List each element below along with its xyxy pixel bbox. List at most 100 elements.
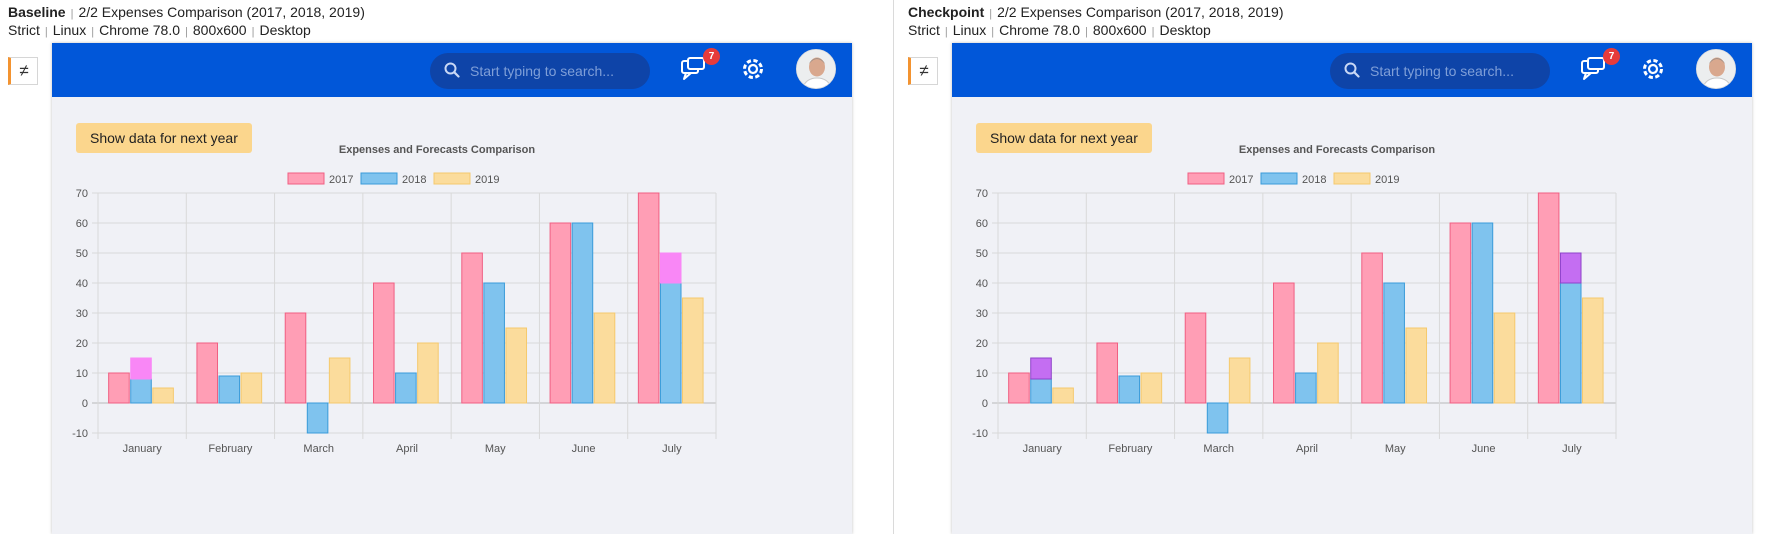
y-tick-label: 0 [82,398,88,410]
bar-2017-February[interactable] [196,342,219,404]
bar-2018-March[interactable] [1206,402,1229,434]
search-placeholder: Start typing to search... [470,63,614,79]
bar-2019-May[interactable] [1405,327,1428,404]
legend-swatch-2019[interactable] [1333,172,1371,185]
bar-2019-January[interactable] [152,387,174,404]
bar-2017-May[interactable] [461,252,483,404]
x-tick-label: July [662,443,682,455]
bar-2019-April[interactable] [417,342,439,404]
bar-2017-July[interactable] [637,192,660,404]
bar-2019-June[interactable] [1493,312,1516,404]
bar-2017-April[interactable] [1273,282,1295,404]
y-tick-label: 30 [76,308,88,320]
user-avatar[interactable] [1696,49,1736,89]
search-input[interactable]: Start typing to search... [1330,53,1550,89]
legend-label-2017[interactable]: 2017 [329,174,353,186]
bar-2019-May[interactable] [505,327,528,404]
bar-2018-June[interactable] [571,222,594,404]
legend-swatch-2018[interactable] [360,172,398,185]
y-tick-label: 40 [76,278,88,290]
bar-2018-February[interactable] [1118,375,1141,404]
pane-divider [893,0,894,534]
show-next-year-button[interactable]: Show data for next year [976,123,1152,153]
legend-swatch-2018[interactable] [1260,172,1298,185]
checkpoint-pane: Checkpoint | 2/2 Expenses Comparison (2017… [900,0,1774,534]
env-device: Desktop [259,22,311,38]
bar-2017-May[interactable] [1361,252,1383,404]
settings-gear-icon[interactable] [740,56,766,82]
bar-2017-March[interactable] [1184,312,1207,404]
search-icon [1344,62,1360,78]
bar-2018-May[interactable] [1383,282,1405,404]
show-next-year-button[interactable]: Show data for next year [76,123,252,153]
legend-swatch-2017[interactable] [287,172,325,185]
messages-icon[interactable] [1580,56,1606,82]
bar-2018-January[interactable] [1030,378,1052,404]
x-tick-label: June [1472,443,1496,455]
y-tick-label: -10 [972,428,988,440]
y-tick-label: 60 [76,218,88,230]
bar-2019-February[interactable] [240,372,263,404]
settings-gear-icon[interactable] [1640,56,1666,82]
legend-label-2017[interactable]: 2017 [1229,174,1253,186]
legend-swatch-2019[interactable] [433,172,471,185]
bar-2017-January[interactable] [1008,372,1030,404]
bar-2018-July[interactable] [659,282,682,404]
bar-2018-July[interactable] [1559,282,1582,404]
bar-2019-July[interactable] [1582,297,1604,404]
user-avatar[interactable] [796,49,836,89]
y-tick-label: 20 [976,338,988,350]
bar-2018-May[interactable] [483,282,505,404]
legend-label-2018[interactable]: 2018 [402,174,426,186]
env-mode: Strict [8,22,40,38]
bar-2019-January[interactable] [1052,387,1074,404]
messages-icon[interactable] [680,56,706,82]
x-tick-label: January [1023,443,1063,455]
pane-heading: Checkpoint [908,4,985,20]
bar-2017-February[interactable] [1096,342,1119,404]
env-viewport: 800x600 [1092,22,1147,38]
x-tick-label: March [303,443,334,455]
y-tick-label: -10 [72,428,88,440]
bar-2019-July[interactable] [682,297,704,404]
pane-meta: Checkpoint | 2/2 Expenses Comparison (2017… [908,4,1284,38]
y-tick-label: 70 [976,188,988,200]
bar-2018-March[interactable] [306,402,329,434]
bar-2017-April[interactable] [373,282,395,404]
y-tick-label: 50 [76,248,88,260]
bar-2017-March[interactable] [284,312,307,404]
top-navbar: Start typing to search... 7 [52,43,852,97]
chart-title: Expenses and Forecasts Comparison [339,144,536,156]
search-icon [444,62,460,78]
y-tick-label: 30 [976,308,988,320]
bar-2017-June[interactable] [1449,222,1472,404]
pane-meta: Baseline | 2/2 Expenses Comparison (2017, … [8,4,365,38]
legend-label-2019[interactable]: 2019 [1375,174,1399,186]
bar-2019-March[interactable] [328,357,351,404]
legend-swatch-2017[interactable] [1187,172,1225,185]
env-mode: Strict [908,22,940,38]
diff-highlight-July [1559,252,1582,284]
bar-2018-April[interactable] [395,372,417,404]
x-tick-label: May [1385,443,1406,455]
bar-2017-June[interactable] [549,222,572,404]
y-tick-label: 20 [76,338,88,350]
diff-highlight-January [1030,357,1052,380]
bar-2019-June[interactable] [593,312,616,404]
bar-2019-February[interactable] [1140,372,1163,404]
bar-2017-January[interactable] [108,372,130,404]
legend-label-2018[interactable]: 2018 [1302,174,1326,186]
diff-toggle-button[interactable]: ≠ [908,57,938,85]
search-input[interactable]: Start typing to search... [430,53,650,89]
bar-2019-March[interactable] [1228,357,1251,404]
legend-label-2019[interactable]: 2019 [475,174,499,186]
bar-2018-January[interactable] [130,378,152,404]
bar-2018-February[interactable] [218,375,241,404]
bar-2018-June[interactable] [1471,222,1494,404]
diff-toggle-button[interactable]: ≠ [8,57,38,85]
bar-2019-April[interactable] [1317,342,1339,404]
bar-2017-July[interactable] [1537,192,1560,404]
x-tick-label: April [1296,443,1318,455]
bar-2018-April[interactable] [1295,372,1317,404]
